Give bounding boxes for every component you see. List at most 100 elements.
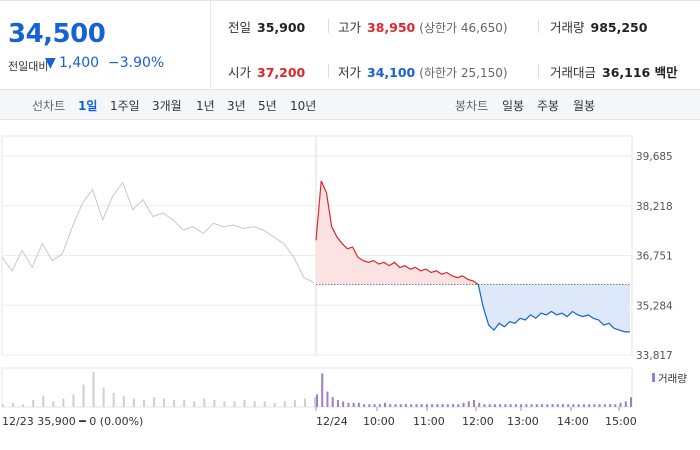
volume-bar bbox=[551, 404, 554, 407]
volume-bar bbox=[389, 404, 392, 407]
tab-1week[interactable]: 1주일 bbox=[110, 99, 140, 113]
volume-bar bbox=[630, 397, 632, 407]
stat-value: 38,950 bbox=[367, 20, 416, 35]
volume-bar bbox=[556, 404, 559, 407]
volume-bar bbox=[420, 404, 423, 407]
volume-bar-prev bbox=[122, 395, 125, 407]
stat-limit: (하한가 25,150) bbox=[419, 66, 508, 80]
volume-bar-prev bbox=[62, 398, 65, 407]
below-baseline-area bbox=[478, 284, 630, 332]
volume-bar-prev bbox=[303, 398, 306, 407]
x-tick-label: 13:00 bbox=[507, 415, 539, 428]
prev-day-price-line bbox=[1, 181, 315, 284]
volume-bar bbox=[384, 402, 387, 407]
volume-bar bbox=[509, 404, 512, 407]
price-line-up bbox=[315, 180, 479, 285]
x-tick-label: 14:00 bbox=[557, 415, 589, 428]
x-tick-label: 11:00 bbox=[413, 415, 445, 428]
stat-volume: 거래량 985,250 bbox=[550, 17, 647, 36]
tab-10year[interactable]: 10년 bbox=[290, 99, 317, 113]
x-tick-label: 12:00 bbox=[462, 415, 494, 428]
volume-bar-prev bbox=[213, 400, 216, 407]
volume-bar-prev bbox=[32, 400, 35, 407]
volume-bar-prev bbox=[112, 393, 115, 407]
tab-monthly[interactable]: 월봉 bbox=[573, 99, 596, 113]
stat-value: 985,250 bbox=[590, 20, 648, 35]
tab-3year[interactable]: 3년 bbox=[227, 99, 246, 113]
volume-bar bbox=[567, 404, 570, 407]
volume-bar bbox=[347, 402, 350, 407]
volume-bar-prev bbox=[92, 372, 95, 407]
volume-bar bbox=[572, 404, 575, 407]
volume-bar bbox=[530, 404, 533, 407]
volume-bar bbox=[394, 404, 397, 407]
stat-label: 고가 bbox=[338, 20, 362, 35]
volume-bar bbox=[624, 401, 627, 407]
above-baseline-area bbox=[316, 180, 479, 285]
x-tick-label: 12/24 bbox=[316, 415, 348, 428]
volume-bar bbox=[399, 404, 402, 407]
volume-bar-prev bbox=[263, 401, 266, 407]
volume-bar bbox=[483, 404, 486, 407]
volume-bar bbox=[514, 404, 517, 407]
price-chart-svg: 33,817 35,284 36,751 38,218 39,685 거래량 12/24 10… bbox=[1, 135, 687, 428]
volume-bar bbox=[614, 404, 617, 407]
volume-bar bbox=[410, 404, 413, 407]
volume-bar-prev bbox=[203, 398, 206, 407]
x-tick-label: 15:00 bbox=[605, 415, 637, 428]
volume-bar-prev bbox=[132, 398, 135, 407]
stat-label: 전일 bbox=[228, 20, 252, 35]
divider bbox=[328, 64, 329, 78]
y-tick-label: 35,284 bbox=[636, 300, 673, 312]
change-value: 1,400 bbox=[59, 55, 100, 71]
volume-bar bbox=[473, 400, 475, 407]
stat-trade-value: 거래대금 36,116 백만 bbox=[550, 62, 678, 81]
volume-bar bbox=[525, 404, 528, 407]
volume-bar-prev bbox=[12, 402, 15, 407]
volume-bar bbox=[609, 404, 612, 407]
volume-bar bbox=[598, 404, 601, 407]
volume-bar-prev bbox=[223, 401, 226, 407]
volume-bar-prev bbox=[22, 404, 25, 407]
volume-bar-prev bbox=[142, 400, 145, 407]
quote-summary: 34,500 전일대비 ▼ 1,400 −3.90% 전일 35,900 고가 38… bbox=[0, 0, 700, 90]
tab-1year[interactable]: 1년 bbox=[196, 99, 215, 113]
volume-bar bbox=[425, 404, 428, 407]
volume-bar-prev bbox=[152, 397, 155, 407]
volume-bar bbox=[457, 404, 460, 407]
prev-day-caption: 12/23 35,900 ━ 0 (0.00%) bbox=[2, 415, 143, 428]
volume-bar bbox=[446, 404, 449, 407]
stat-value: 35,900 bbox=[257, 20, 306, 35]
line-chart-label: 선차트 bbox=[32, 99, 66, 113]
volume-bar bbox=[331, 397, 334, 407]
y-tick-label: 33,817 bbox=[636, 350, 673, 362]
tab-weekly[interactable]: 주봉 bbox=[537, 99, 560, 113]
volume-bar bbox=[467, 401, 470, 407]
stat-low: 저가 34,100 (하한가 25,150) bbox=[338, 62, 508, 81]
tab-3month[interactable]: 3개월 bbox=[152, 99, 182, 113]
volume-bar bbox=[415, 404, 418, 407]
candle-chart-label: 봉차트 bbox=[455, 99, 489, 113]
tab-5year[interactable]: 5년 bbox=[258, 99, 277, 113]
stat-label: 거래량 bbox=[550, 20, 585, 35]
volume-bar bbox=[577, 404, 580, 407]
volume-bar bbox=[452, 404, 455, 407]
volume-bar bbox=[378, 404, 381, 407]
volume-bar bbox=[582, 404, 585, 407]
volume-bar-prev bbox=[102, 387, 105, 407]
volume-bar bbox=[321, 373, 324, 407]
volume-legend-swatch bbox=[652, 373, 655, 382]
volume-bar bbox=[493, 404, 496, 407]
volume-bar bbox=[336, 400, 339, 407]
price-line-down bbox=[477, 284, 630, 333]
volume-bar-prev bbox=[183, 400, 186, 407]
y-tick-label: 36,751 bbox=[636, 251, 673, 263]
price-chart[interactable]: 33,817 35,284 36,751 38,218 39,685 거래량 12/24 10… bbox=[0, 120, 700, 450]
volume-bar bbox=[316, 394, 318, 407]
volume-bar bbox=[535, 404, 538, 407]
tab-daily[interactable]: 일봉 bbox=[502, 99, 525, 113]
tab-1day[interactable]: 1일 bbox=[78, 99, 98, 113]
y-tick-label: 38,218 bbox=[636, 201, 673, 213]
volume-bar bbox=[488, 404, 491, 407]
